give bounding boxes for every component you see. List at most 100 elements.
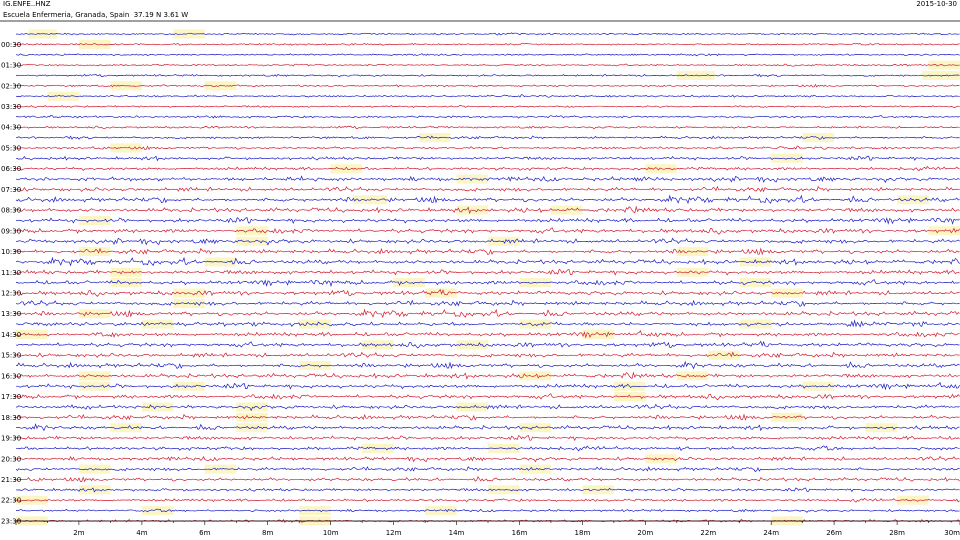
data-gap [236, 236, 268, 246]
x-tick-label: 14m [449, 529, 465, 537]
coords-text: 37.19 N 3.61 W [133, 11, 189, 19]
trace-row [15, 423, 960, 432]
data-gap [78, 216, 111, 225]
x-tick-label: 18m [575, 529, 591, 537]
trace-row [15, 279, 960, 288]
x-tick-label: 28m [889, 529, 905, 537]
x-tick-label: 12m [386, 529, 402, 537]
x-tick-label: 22m [700, 529, 716, 537]
trace-row [15, 94, 960, 98]
y-tick-label: 19:30 [1, 435, 21, 443]
data-gap [78, 485, 111, 495]
y-tick-label: 15:30 [1, 352, 21, 360]
x-tick-label: 4m [136, 529, 147, 537]
y-tick-label: 13:30 [1, 310, 21, 318]
y-tick-label: 22:30 [1, 497, 21, 505]
y-tick-label: 07:30 [1, 186, 21, 194]
data-gap [236, 402, 268, 412]
trace-row [15, 114, 960, 119]
y-tick-label: 01:30 [1, 62, 21, 70]
y-tick-label: 10:30 [1, 248, 21, 256]
trace-row [16, 381, 960, 391]
trace-row [15, 105, 960, 108]
y-tick-label: 16:30 [1, 372, 21, 380]
trace-row [15, 165, 960, 172]
location-text: Escuela Enfermeria, Granada, Spain [3, 11, 130, 19]
trace-row [15, 299, 960, 307]
trace-row [15, 237, 960, 246]
y-tick-label: 02:30 [1, 82, 21, 90]
y-tick-label: 06:30 [1, 165, 21, 173]
x-tick-label: 10m [323, 529, 339, 537]
data-gap [330, 164, 363, 174]
trace-row [15, 340, 960, 349]
y-tick-label: 23:30 [1, 517, 21, 525]
trace-row [16, 73, 960, 78]
x-tick-label: 20m [637, 529, 653, 537]
trace-row [15, 371, 960, 380]
data-gap [47, 91, 79, 101]
trace-row [16, 185, 960, 193]
trace-row [15, 288, 960, 297]
y-tick-label: 11:30 [1, 269, 21, 277]
trace-row [16, 42, 960, 46]
data-gap [519, 423, 551, 433]
x-tick-label: 26m [826, 529, 842, 537]
y-tick-label: 12:30 [1, 290, 21, 298]
date-label: 2015-10-30 [916, 0, 957, 8]
y-tick-label: 18:30 [1, 414, 21, 422]
data-gap [141, 402, 174, 412]
data-gap [739, 257, 772, 267]
trace-row [15, 217, 960, 225]
trace-row [15, 360, 960, 370]
trace-row [15, 227, 960, 235]
data-gap [141, 319, 174, 329]
y-tick-label: 04:30 [1, 124, 21, 132]
trace-row [15, 194, 960, 205]
trace-row [15, 83, 960, 88]
trace-row [15, 445, 960, 452]
data-gap [78, 39, 111, 49]
trace-row [15, 497, 960, 503]
data-gap [613, 392, 646, 402]
station-title: IG.ENFE..HNZ [3, 0, 51, 8]
x-tick-label: 2m [73, 529, 84, 537]
data-gap [582, 329, 614, 339]
x-axis: 2m 4m 6m 8m 10m 12m 14m 16m 18m 20m 22m 24m 26m 28m 30… [15, 520, 960, 537]
traces-layer [15, 32, 960, 524]
trace-row [15, 145, 960, 151]
y-axis: 00:30 01:30 02:30 03:30 04:30 05:30 06:30 07:30… [1, 41, 21, 526]
trace-row [16, 403, 960, 412]
x-tick-label: 24m [763, 529, 779, 537]
y-tick-label: 00:30 [1, 41, 21, 49]
trace-row [15, 247, 960, 256]
x-tick-label: 8m [262, 529, 273, 537]
data-gap [676, 247, 709, 257]
trace-row [15, 319, 960, 328]
data-gap [922, 70, 960, 80]
trace-row [15, 476, 960, 483]
y-tick-label: 05:30 [1, 145, 21, 153]
data-gap [204, 464, 237, 474]
x-tick-label: 6m [199, 529, 210, 537]
x-tick-label: 30m [944, 529, 960, 537]
data-gap [141, 506, 174, 516]
y-tick-label: 09:30 [1, 227, 21, 235]
trace-row [15, 155, 960, 162]
y-tick-label: 20:30 [1, 455, 21, 463]
data-gap [425, 288, 457, 298]
y-tick-label: 17:30 [1, 393, 21, 401]
data-gap [771, 288, 803, 298]
trace-row [15, 175, 960, 184]
trace-row [15, 466, 960, 472]
trace-row [15, 205, 960, 215]
trace-row [15, 125, 960, 130]
trace-row [15, 455, 960, 463]
trace-row [15, 53, 960, 57]
trace-row [15, 63, 960, 67]
data-gap [393, 278, 426, 288]
station-location: Escuela Enfermeria, Granada, Spain 37.19… [3, 11, 188, 20]
data-gap [739, 278, 772, 288]
data-gap [204, 81, 237, 91]
